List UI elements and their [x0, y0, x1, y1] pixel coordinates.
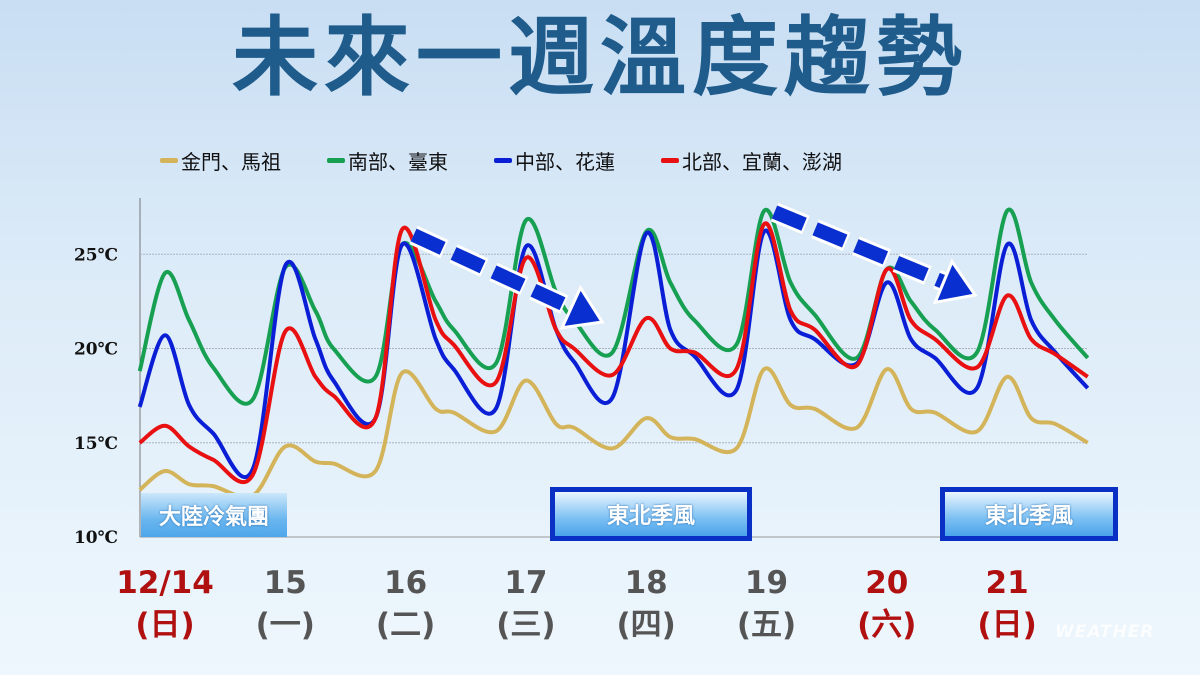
legend-item-north-yilan-penghu: 北部、宜蘭、澎湖 — [661, 146, 842, 175]
series-line-0 — [138, 366, 1089, 500]
x-tick-day: 18 (四) — [586, 562, 706, 646]
legend-swatch — [327, 158, 345, 163]
legend-swatch — [494, 158, 512, 163]
y-tick-label: 20℃ — [74, 340, 118, 360]
x-tick-weekday: (日) — [135, 607, 195, 643]
x-tick-day: 19 (五) — [707, 562, 827, 646]
x-tick-day: 16 (二) — [346, 562, 466, 646]
x-tick-date: 19 — [744, 565, 789, 601]
series-line-3 — [138, 221, 1089, 485]
page-title: 未來一週溫度趨勢 — [232, 8, 968, 108]
x-tick-weekday: (日) — [977, 607, 1037, 643]
legend-swatch — [160, 158, 178, 163]
legend-label: 南部、臺東 — [348, 150, 448, 174]
legend-item-central-hualien: 中部、花蓮 — [494, 146, 615, 175]
x-tick-day: 17 (三) — [466, 562, 586, 646]
x-tick-weekday: (二) — [375, 607, 436, 643]
trend-arrow-1 — [770, 202, 978, 305]
legend-item-kinmen-matsu: 金門、馬祖 — [160, 146, 281, 175]
legend-swatch — [661, 158, 679, 163]
x-tick-date: 21 — [985, 565, 1029, 601]
legend-label: 金門、馬祖 — [181, 150, 281, 174]
x-tick-weekday: (四) — [616, 607, 676, 643]
legend: 金門、馬祖 南部、臺東 中部、花蓮 北部、宜蘭、澎湖 — [160, 146, 842, 175]
y-tick-label: 25℃ — [74, 245, 118, 265]
x-tick-weekday: (一) — [255, 607, 315, 643]
x-tick-date: 17 — [504, 565, 548, 601]
watermark: WEATHER — [1055, 622, 1155, 642]
x-tick-day: 15 (一) — [225, 562, 345, 646]
y-tick-label: 10℃ — [74, 528, 118, 548]
trend-arrow-0 — [409, 225, 605, 330]
x-tick-weekday: (六) — [857, 607, 917, 643]
legend-label: 中部、花蓮 — [515, 150, 615, 174]
x-tick-day: 21 (日) — [947, 562, 1067, 646]
x-tick-date: 16 — [384, 565, 428, 601]
x-tick-date: 18 — [624, 565, 668, 601]
ne-monsoon-label-1: 東北季風 — [550, 487, 752, 541]
y-tick-label: 15℃ — [74, 434, 118, 454]
ne-monsoon-label-2: 東北季風 — [940, 487, 1118, 541]
cold-air-mass-label: 大陸冷氣團 — [141, 493, 287, 537]
x-tick-day: 12/14 (日) — [105, 562, 225, 646]
x-tick-date: 15 — [263, 565, 307, 601]
x-tick-weekday: (三) — [496, 607, 556, 643]
series-line-2 — [137, 228, 1090, 480]
x-tick-date: 20 — [865, 565, 909, 601]
legend-label: 北部、宜蘭、澎湖 — [682, 150, 842, 174]
x-tick-date: 12/14 — [116, 565, 214, 601]
legend-item-south-taitung: 南部、臺東 — [327, 146, 448, 175]
x-tick-day: 20 (六) — [827, 562, 947, 646]
x-tick-weekday: (五) — [736, 607, 797, 643]
